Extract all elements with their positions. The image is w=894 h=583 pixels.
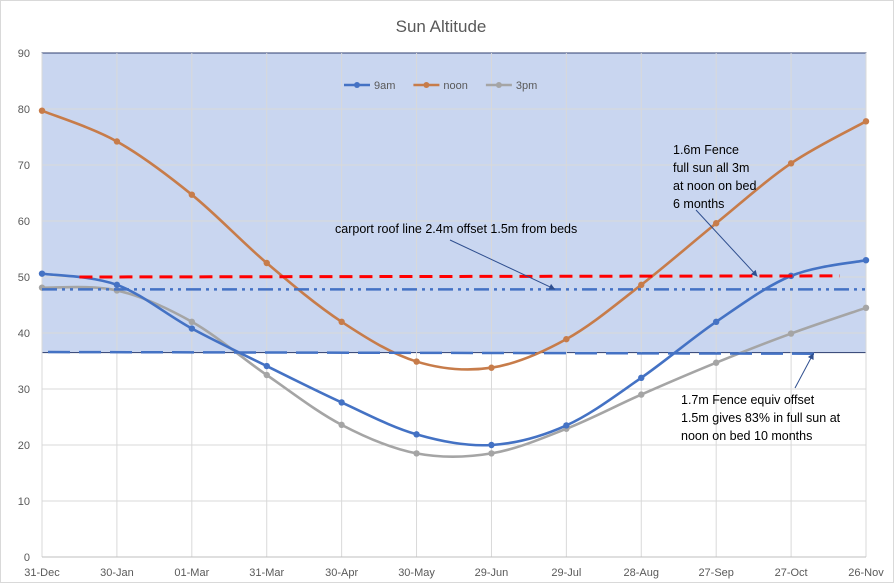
- data-point-9am: [862, 257, 870, 264]
- legend-marker-9am: [354, 82, 360, 88]
- y-tick-label: 40: [18, 328, 30, 340]
- data-point-noon: [38, 107, 46, 114]
- data-point-noon: [488, 364, 495, 371]
- data-point-noon: [338, 318, 345, 325]
- legend-label-noon: noon: [443, 80, 467, 92]
- data-point-noon: [638, 281, 645, 289]
- series-line-noon: [40, 109, 868, 371]
- x-tick-label: 30-Apr: [325, 567, 358, 579]
- data-point-noon: [787, 160, 795, 167]
- data-point-9am: [413, 431, 420, 438]
- x-tick-label: 29-Jun: [475, 567, 509, 579]
- x-tick-label: 29-Jul: [551, 567, 581, 579]
- x-tick-label: 31-Dec: [24, 567, 60, 579]
- data-point-3pm: [188, 318, 196, 325]
- x-tick-label: 30-Jan: [100, 567, 134, 579]
- data-point-3pm: [263, 371, 270, 379]
- legend-marker-3pm: [495, 82, 502, 88]
- y-tick-label: 10: [18, 496, 30, 508]
- annotation-carport-line: carport roof line 2.4m offset 1.5m from …: [335, 222, 577, 236]
- x-tick-label: 27-Oct: [775, 567, 808, 579]
- data-point-3pm: [413, 450, 420, 457]
- y-tick-label: 70: [18, 160, 30, 172]
- annotation-arrow-fence17: [794, 352, 815, 389]
- x-tick-label: 01-Mar: [174, 567, 209, 579]
- legend-marker-noon: [423, 82, 430, 88]
- annotation-arrowhead-fence16: [750, 269, 758, 277]
- y-tick-label: 60: [18, 216, 30, 228]
- annotation-fence16-line: 6 months: [673, 197, 724, 211]
- y-tick-label: 30: [18, 384, 30, 396]
- data-point-3pm: [712, 359, 720, 366]
- data-point-9am: [712, 318, 720, 325]
- chart-title: Sun Altitude: [396, 17, 487, 36]
- data-point-3pm: [787, 330, 795, 337]
- reference-line-fence17: [47, 350, 818, 355]
- data-point-3pm: [488, 450, 495, 457]
- data-point-noon: [113, 138, 121, 145]
- annotation-fence17-line: noon on bed 10 months: [681, 429, 812, 443]
- x-tick-label: 27-Sep: [698, 567, 733, 579]
- data-point-9am: [488, 441, 495, 449]
- data-point-9am: [38, 270, 46, 277]
- annotation-arrowhead-fence17: [807, 353, 814, 360]
- data-point-9am: [338, 399, 345, 406]
- data-point-noon: [413, 358, 420, 365]
- data-point-9am: [638, 374, 645, 381]
- y-tick-label: 80: [18, 104, 30, 116]
- legend-label-9am: 9am: [374, 80, 395, 92]
- annotation-fence17-line: 1.5m gives 83% in full sun at: [681, 411, 841, 425]
- reference-line-carport: [79, 274, 840, 279]
- data-point-3pm: [638, 391, 645, 398]
- annotation-fence17-line: 1.7m Fence equiv offset: [681, 393, 815, 407]
- y-tick-label: 20: [18, 440, 30, 452]
- data-point-9am: [113, 281, 121, 289]
- x-tick-label: 31-Mar: [249, 567, 284, 579]
- annotation-fence16-line: full sun all 3m: [673, 161, 749, 175]
- x-tick-label: 30-May: [398, 567, 435, 579]
- annotation-arrow-carport: [449, 239, 556, 290]
- x-tick-label: 26-Nov: [848, 567, 884, 579]
- data-point-3pm: [862, 304, 870, 311]
- annotation-arrow-fence16: [695, 209, 758, 277]
- data-point-noon: [712, 220, 720, 227]
- data-point-noon: [263, 259, 270, 267]
- y-tick-label: 0: [24, 552, 30, 564]
- data-point-3pm: [338, 421, 345, 429]
- series-line-9am: [40, 258, 868, 447]
- data-point-noon: [862, 118, 870, 125]
- data-point-9am: [563, 422, 570, 429]
- legend-label-3pm: 3pm: [516, 80, 537, 92]
- data-point-9am: [263, 362, 270, 370]
- data-point-9am: [188, 325, 196, 332]
- x-tick-label: 28-Aug: [624, 567, 659, 579]
- y-tick-label: 50: [18, 272, 30, 284]
- y-tick-label: 90: [18, 48, 30, 60]
- data-point-noon: [188, 191, 196, 198]
- annotation-fence16-line: 1.6m Fence: [673, 143, 739, 157]
- shaded-region: [41, 52, 867, 354]
- plot-area: 0 10 20 30 40 50 60 70 80 90 31-Dec 30-Jan 01-Mar 31-…: [18, 48, 884, 579]
- annotation-fence16-line: at noon on bed: [673, 179, 756, 193]
- annotation-arrowhead-carport: [548, 283, 556, 290]
- data-point-noon: [563, 335, 570, 343]
